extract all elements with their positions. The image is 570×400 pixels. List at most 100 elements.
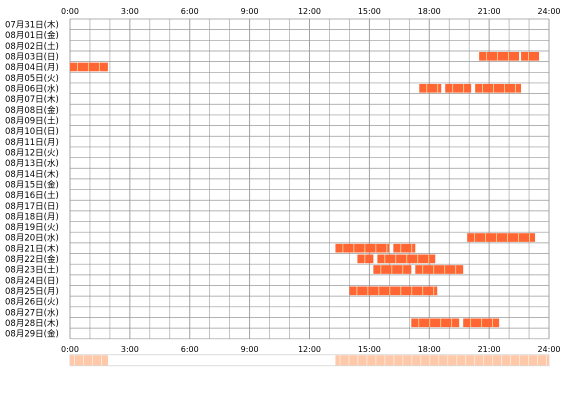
activity-bar [70, 62, 108, 72]
activity-bar-streak [406, 254, 408, 264]
x-tick-label: 0:00 [61, 345, 79, 354]
row-label: 08月01日(金) [5, 30, 59, 41]
summary-strip-streak [501, 355, 503, 366]
row-label: 08月22日(金) [5, 254, 59, 265]
activity-bar [349, 286, 438, 296]
row-label: 08月03日(日) [5, 53, 59, 63]
summary-strip-streak [429, 355, 431, 366]
row-label: 08月11日(月) [5, 138, 59, 148]
x-tick-label: 3:00 [121, 7, 139, 16]
row-label: 08月27日(水) [5, 307, 59, 318]
summary-strip-streak [537, 355, 539, 366]
x-tick-label: 9:00 [241, 7, 259, 16]
summary-strip-streak [474, 355, 476, 366]
summary-strip-streak [447, 355, 449, 366]
row-label: 08月18日(月) [5, 212, 59, 222]
activity-bar-streak [411, 286, 413, 296]
row-label: 08月07日(木) [5, 94, 59, 105]
activity-bar-streak [474, 233, 476, 242]
activity-bar-streak [76, 62, 78, 72]
x-tick-label: 24:00 [537, 345, 560, 354]
activity-bar-streak [411, 243, 413, 253]
activity-bar [393, 243, 416, 253]
activity-bar-streak [391, 265, 393, 274]
summary-strip-streak [519, 355, 521, 366]
activity-bar-streak [342, 243, 344, 253]
activity-bar-streak [433, 265, 435, 274]
activity-bar-streak [428, 254, 430, 264]
summary-strip-segment [335, 355, 549, 366]
activity-bar-streak [515, 83, 516, 93]
activity-bar-streak [528, 51, 529, 61]
x-tick-label: 12:00 [298, 7, 321, 16]
activity-bar [521, 51, 540, 61]
activity-bar [467, 233, 536, 242]
activity-bar [335, 243, 390, 253]
summary-strip-streak [546, 355, 548, 366]
activity-bars [70, 51, 540, 328]
activity-bar-streak [470, 318, 472, 328]
activity-bar-streak [433, 286, 435, 296]
activity-bar-streak [451, 318, 453, 328]
activity-bar-streak [418, 318, 420, 328]
row-label: 08月20日(水) [5, 233, 59, 244]
activity-bar-streak [482, 83, 484, 93]
summary-strip-segment [70, 355, 108, 366]
x-tick-label: 15:00 [358, 345, 381, 354]
activity-bar-streak [87, 62, 89, 72]
activity-bar-streak [395, 254, 397, 264]
summary-strip-streak [348, 355, 350, 366]
row-label: 08月29日(金) [5, 329, 59, 340]
activity-bar-streak [426, 83, 428, 93]
row-label: 08月14日(木) [5, 169, 59, 180]
row-label: 08月19日(火) [5, 223, 59, 233]
activity-bar [419, 83, 442, 93]
summary-strip-streak [465, 355, 467, 366]
activity-bar-streak [493, 83, 495, 93]
x-tick-label: 18:00 [418, 345, 441, 354]
activity-bar-streak [444, 265, 446, 274]
activity-bar [479, 51, 520, 61]
activity-bar-streak [440, 318, 442, 328]
summary-strip-streak [411, 355, 413, 366]
row-label: 08月09日(土) [5, 115, 59, 126]
activity-bar-streak [402, 265, 404, 274]
row-label: 08月13日(水) [5, 158, 59, 169]
x-tick-label: 21:00 [478, 7, 501, 16]
row-label: 08月16日(土) [5, 190, 59, 201]
x-tick-label: 12:00 [298, 345, 321, 354]
row-label: 08月23日(土) [5, 265, 59, 276]
x-tick-label: 6:00 [181, 345, 199, 354]
activity-bar-streak [529, 233, 530, 242]
activity-bar-streak [356, 286, 358, 296]
activity-bar-streak [486, 51, 488, 61]
summary-strip-streak [375, 355, 377, 366]
activity-bar-streak [417, 254, 419, 264]
activity-bar-streak [455, 265, 457, 274]
summary-strip-streak [492, 355, 494, 366]
activity-bar-streak [375, 243, 377, 253]
row-label: 07月31日(木) [5, 20, 59, 31]
activity-bar [415, 265, 464, 274]
activity-bar-streak [507, 233, 508, 242]
row-label: 08月15日(金) [5, 179, 59, 190]
activity-bar-streak [384, 254, 386, 264]
summary-strip-streak [483, 355, 485, 366]
row-label: 08月04日(月) [5, 63, 59, 73]
activity-bar-streak [496, 233, 498, 242]
activity-bar-streak [481, 318, 483, 328]
summary-strip-streak [339, 355, 341, 366]
summary-strip-streak [420, 355, 422, 366]
x-tick-label: 24:00 [537, 7, 560, 16]
activity-bar-streak [518, 233, 519, 242]
row-labels: 07月31日(木)08月01日(金)08月02日(土)08月03日(日)08月0… [5, 20, 59, 340]
summary-strip-streak [82, 355, 84, 366]
activity-bar [411, 318, 460, 328]
x-axis-ticks-top: 0:00 3:00 6:00 9:00 12:00 15:00 18:00 21:00 24:0… [61, 7, 561, 16]
activity-bar-streak [367, 286, 369, 296]
row-label: 08月10日(日) [5, 127, 59, 137]
summary-strip-streak [366, 355, 368, 366]
row-label: 08月17日(日) [5, 202, 59, 212]
activity-bar [475, 83, 522, 93]
row-label: 08月08日(金) [5, 105, 59, 116]
